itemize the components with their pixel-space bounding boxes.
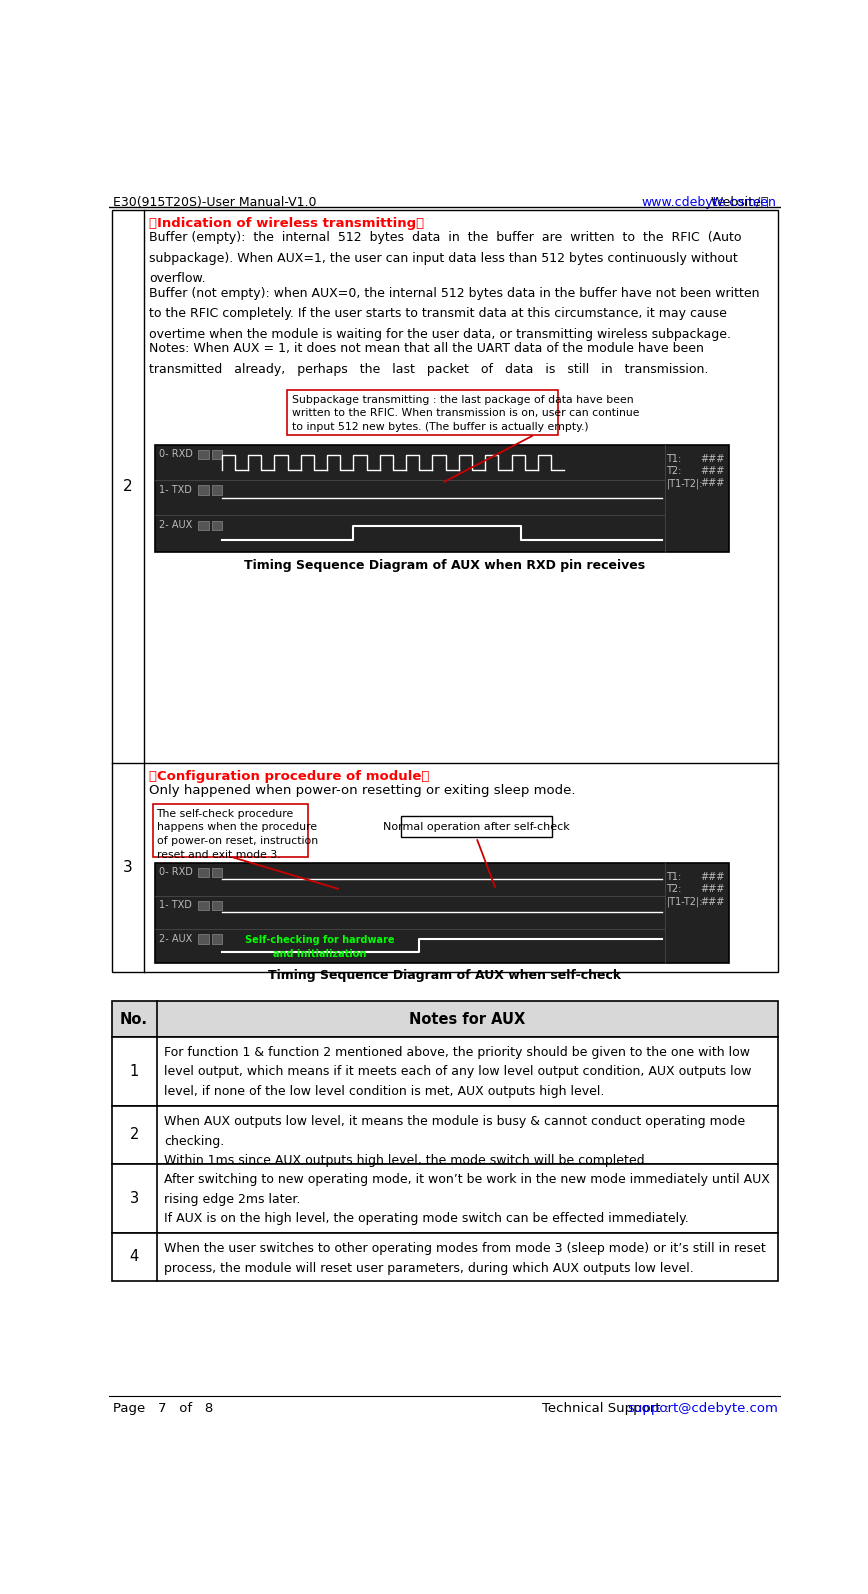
Text: For function 1 & function 2 mentioned above, the priority should be given to the: For function 1 & function 2 mentioned ab… <box>164 1046 752 1098</box>
Text: 3: 3 <box>123 859 133 875</box>
Text: Self-checking for hardware
and initialization: Self-checking for hardware and initializ… <box>246 936 395 958</box>
Bar <box>199 869 209 877</box>
Bar <box>212 486 222 494</box>
Text: 【Indication of wireless transmitting】: 【Indication of wireless transmitting】 <box>148 217 424 231</box>
Text: Notes: When AUX = 1, it does not mean that all the UART data of the module have : Notes: When AUX = 1, it does not mean th… <box>148 343 708 376</box>
Bar <box>199 901 209 910</box>
Bar <box>212 901 222 910</box>
Bar <box>212 869 222 877</box>
Text: T2:: T2: <box>667 885 682 894</box>
Text: 2- AUX: 2- AUX <box>159 520 192 531</box>
Text: T2:: T2: <box>667 465 682 477</box>
Text: When AUX outputs low level, it means the module is busy & cannot conduct operati: When AUX outputs low level, it means the… <box>164 1116 746 1167</box>
Text: ###: ### <box>700 872 725 881</box>
Text: 4: 4 <box>129 1250 139 1264</box>
Text: 0- RXD: 0- RXD <box>159 867 193 877</box>
Text: Technical Support :: Technical Support : <box>542 1401 674 1415</box>
Text: Website：: Website： <box>711 196 777 209</box>
Text: ###: ### <box>700 454 725 464</box>
Text: Buffer (not empty): when AUX=0, the internal 512 bytes data in the buffer have n: Buffer (not empty): when AUX=0, the inte… <box>148 287 760 341</box>
Text: 【Configuration procedure of module】: 【Configuration procedure of module】 <box>148 770 429 783</box>
Text: ###: ### <box>700 896 725 907</box>
Bar <box>112 1164 778 1234</box>
Text: 3: 3 <box>129 1191 139 1207</box>
Text: 1: 1 <box>129 1063 139 1079</box>
Text: 2- AUX: 2- AUX <box>159 934 192 944</box>
Text: T1:: T1: <box>667 454 681 464</box>
Bar <box>155 445 728 553</box>
Bar <box>212 450 222 459</box>
Bar <box>401 816 552 837</box>
Text: Subpackage transmitting : the last package of data have been
written to the RFIC: Subpackage transmitting : the last packa… <box>293 395 640 432</box>
Bar <box>155 862 728 963</box>
Bar <box>286 391 558 435</box>
Bar <box>199 450 209 459</box>
Bar <box>199 486 209 494</box>
Text: Notes for AUX: Notes for AUX <box>409 1012 525 1027</box>
Text: 2: 2 <box>129 1127 139 1143</box>
Text: 1- TXD: 1- TXD <box>159 901 192 910</box>
Text: |T1-T2|:: |T1-T2|: <box>667 478 703 489</box>
Text: Timing Sequence Diagram of AUX when self-check: Timing Sequence Diagram of AUX when self… <box>268 969 621 982</box>
Bar <box>112 1036 778 1106</box>
Text: 1- TXD: 1- TXD <box>159 485 192 494</box>
Text: 2: 2 <box>123 478 133 494</box>
Text: No.: No. <box>120 1012 148 1027</box>
Text: www.cdebyte.com/en: www.cdebyte.com/en <box>641 196 777 209</box>
Text: Buffer (empty):  the  internal  512  bytes  data  in  the  buffer  are  written : Buffer (empty): the internal 512 bytes d… <box>148 231 741 285</box>
Bar <box>112 1234 778 1282</box>
Text: The self-check procedure
happens when the procedure
of power-on reset, instructi: The self-check procedure happens when th… <box>156 808 318 859</box>
Bar <box>112 210 778 972</box>
Text: Page   7   of   8: Page 7 of 8 <box>113 1401 214 1415</box>
Bar <box>199 934 209 944</box>
Bar <box>112 1106 778 1164</box>
Text: When the user switches to other operating modes from mode 3 (sleep mode) or it’s: When the user switches to other operatin… <box>164 1242 766 1275</box>
Text: Normal operation after self-check: Normal operation after self-check <box>383 821 569 832</box>
Text: ###: ### <box>700 885 725 894</box>
Text: After switching to new operating mode, it won’t be work in the new mode immediat: After switching to new operating mode, i… <box>164 1173 770 1226</box>
Bar <box>212 521 222 531</box>
Text: Timing Sequence Diagram of AUX when RXD pin receives: Timing Sequence Diagram of AUX when RXD … <box>244 558 646 572</box>
Text: ###: ### <box>700 465 725 477</box>
Text: |T1-T2|:: |T1-T2|: <box>667 896 703 907</box>
Text: T1:: T1: <box>667 872 681 881</box>
Bar <box>199 521 209 531</box>
Bar <box>153 805 307 856</box>
Text: ###: ### <box>700 478 725 488</box>
Bar <box>212 934 222 944</box>
Bar <box>112 1001 778 1036</box>
Text: support@cdebyte.com: support@cdebyte.com <box>628 1401 779 1415</box>
Text: Only happened when power-on resetting or exiting sleep mode.: Only happened when power-on resetting or… <box>148 784 575 797</box>
Text: E30(915T20S)-User Manual-V1.0: E30(915T20S)-User Manual-V1.0 <box>113 196 317 209</box>
Text: 0- RXD: 0- RXD <box>159 450 193 459</box>
